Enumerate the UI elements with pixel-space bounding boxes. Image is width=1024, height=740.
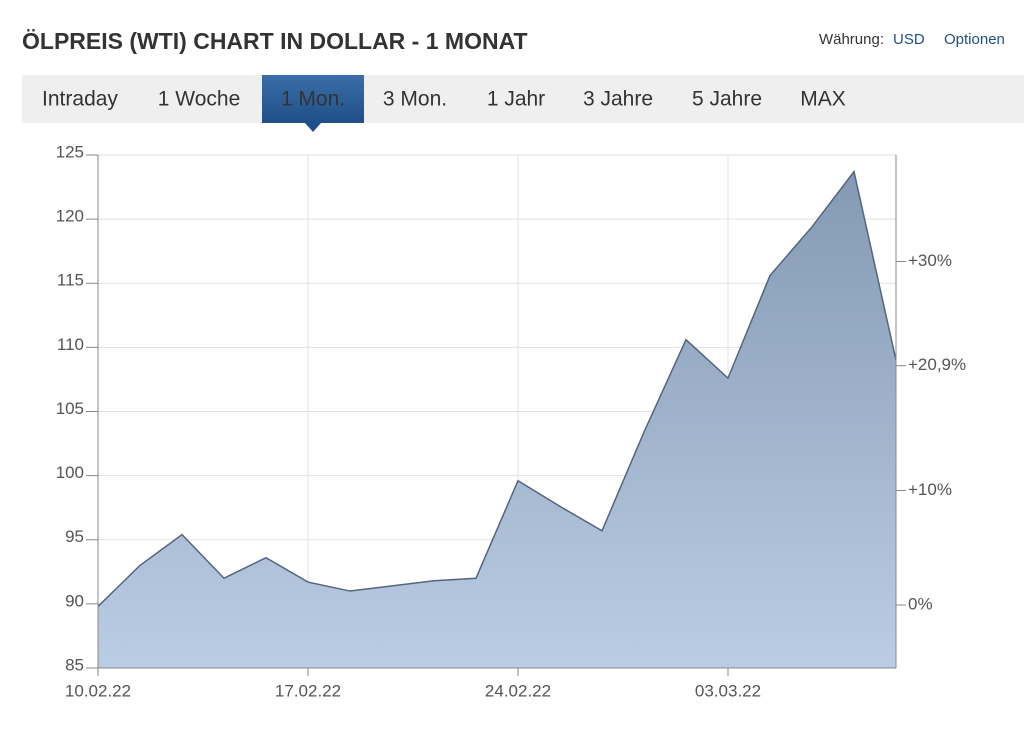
y-tick-label: 85: [65, 655, 84, 674]
active-tab: [262, 75, 364, 123]
options-link[interactable]: Optionen: [944, 31, 1005, 48]
x-tick-label: 17.02.22: [275, 681, 341, 700]
title: ÖLPREIS (WTI) CHART IN DOLLAR - 1 MONAT: [22, 28, 528, 54]
x-tick-label: 24.02.22: [485, 681, 551, 700]
tab[interactable]: Intraday: [42, 88, 118, 111]
active-tab-pointer: [305, 123, 321, 132]
y2-tick-label: +30%: [908, 251, 952, 270]
y2-tick-label: +10%: [908, 480, 952, 499]
y-tick-label: 90: [65, 591, 84, 610]
tab[interactable]: MAX: [800, 88, 846, 111]
y-tick-label: 105: [56, 399, 84, 418]
y-tick-label: 125: [56, 142, 84, 161]
currency-link[interactable]: USD: [893, 31, 925, 48]
x-tick-label: 03.03.22: [695, 681, 761, 700]
y-tick-label: 110: [57, 335, 84, 354]
x-tick-label: 10.02.22: [65, 681, 131, 700]
tab[interactable]: 1 Mon.: [281, 88, 345, 111]
tab-bar: [22, 75, 1024, 123]
tab[interactable]: 1 Woche: [158, 88, 241, 111]
current-change-label: +20,9%: [908, 355, 966, 374]
tab[interactable]: 3 Jahre: [583, 88, 653, 111]
area: [98, 171, 896, 669]
y-tick-label: 120: [56, 207, 84, 226]
currency-label: Währung:: [819, 31, 884, 48]
y-tick-label: 115: [57, 271, 84, 290]
tab[interactable]: 1 Jahr: [487, 88, 545, 111]
y-tick-label: 100: [56, 463, 84, 482]
tab[interactable]: 5 Jahre: [692, 88, 762, 111]
y2-tick-label: 0%: [908, 595, 933, 614]
tab[interactable]: 3 Mon.: [383, 88, 447, 111]
line: [97, 169, 897, 607]
y-tick-label: 95: [65, 527, 84, 546]
